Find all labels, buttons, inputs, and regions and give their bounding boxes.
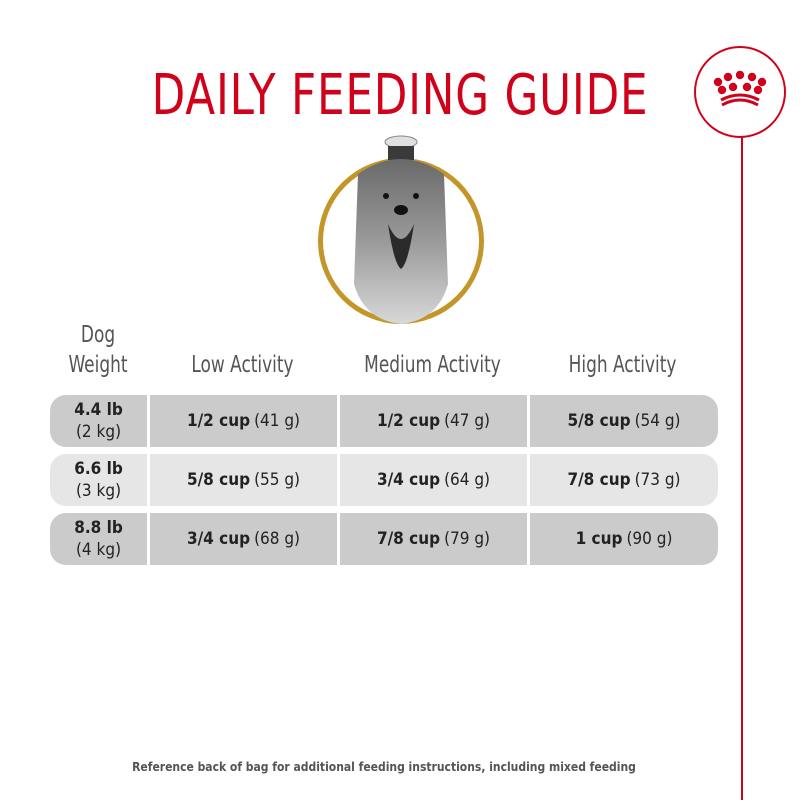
- weight-cell: 4.4 lb (2 kg): [50, 395, 147, 447]
- low-activity-cell: 5/8 cup (55 g): [150, 454, 337, 506]
- brand-logo: [694, 46, 786, 138]
- cup-amount: 5/8 cup: [567, 411, 631, 431]
- weight-kg: (2 kg): [75, 422, 122, 442]
- header-medium-activity: Medium Activity: [364, 352, 501, 378]
- weight-kg: (4 kg): [75, 540, 122, 560]
- cup-amount: 5/8 cup: [186, 470, 251, 490]
- medium-activity-cell: 1/2 cup (47 g): [340, 395, 527, 447]
- dog-portrait: [318, 135, 484, 324]
- cup-amount: 1 cup: [575, 529, 623, 549]
- gram-amount: (47 g): [444, 411, 491, 431]
- high-activity-cell: 1 cup (90 g): [530, 513, 718, 565]
- header-dog-weight-line2: Weight: [68, 352, 128, 378]
- gram-amount: (55 g): [254, 470, 301, 490]
- weight-cell: 8.8 lb (4 kg): [50, 513, 147, 565]
- cup-amount: 7/8 cup: [376, 529, 441, 549]
- cup-amount: 1/2 cup: [186, 411, 251, 431]
- weight-kg: (3 kg): [75, 481, 122, 501]
- low-activity-cell: 3/4 cup (68 g): [150, 513, 337, 565]
- cup-amount: 3/4 cup: [376, 470, 441, 490]
- cup-amount: 3/4 cup: [186, 529, 251, 549]
- footer-note: Reference back of bag for additional fee…: [132, 760, 636, 774]
- high-activity-cell: 7/8 cup (73 g): [530, 454, 718, 506]
- gram-amount: (68 g): [254, 529, 301, 549]
- crown-icon: [713, 70, 767, 107]
- cup-amount: 1/2 cup: [376, 411, 441, 431]
- header-high-activity: High Activity: [568, 352, 677, 378]
- weight-cell: 6.6 lb (3 kg): [50, 454, 147, 506]
- yorkshire-terrier-illustration: [354, 135, 448, 324]
- gram-amount: (73 g): [634, 470, 681, 490]
- header-dog-weight: Dog Weight: [65, 320, 131, 380]
- header-low-activity: Low Activity: [191, 352, 294, 378]
- cup-amount: 7/8 cup: [567, 470, 631, 490]
- table-row: 8.8 lb (4 kg) 3/4 cup (68 g) 7/8 cup (79 g…: [50, 513, 718, 565]
- gram-amount: (90 g): [626, 529, 673, 549]
- gram-amount: (41 g): [254, 411, 301, 431]
- table-row: 6.6 lb (3 kg) 5/8 cup (55 g) 3/4 cup (64 g…: [50, 454, 718, 506]
- weight-lb: 6.6 lb: [74, 459, 123, 479]
- page-title: DAILY FEEDING GUIDE: [151, 63, 649, 128]
- weight-lb: 4.4 lb: [74, 400, 123, 420]
- weight-lb: 8.8 lb: [74, 518, 123, 538]
- header-dog-weight-line1: Dog: [80, 322, 116, 348]
- gram-amount: (79 g): [444, 529, 491, 549]
- gram-amount: (54 g): [634, 411, 681, 431]
- medium-activity-cell: 7/8 cup (79 g): [340, 513, 527, 565]
- high-activity-cell: 5/8 cup (54 g): [530, 395, 718, 447]
- gram-amount: (64 g): [444, 470, 491, 490]
- medium-activity-cell: 3/4 cup (64 g): [340, 454, 527, 506]
- table-row: 4.4 lb (2 kg) 1/2 cup (41 g) 1/2 cup (47 g…: [50, 395, 718, 447]
- low-activity-cell: 1/2 cup (41 g): [150, 395, 337, 447]
- brand-vertical-line: [741, 108, 743, 800]
